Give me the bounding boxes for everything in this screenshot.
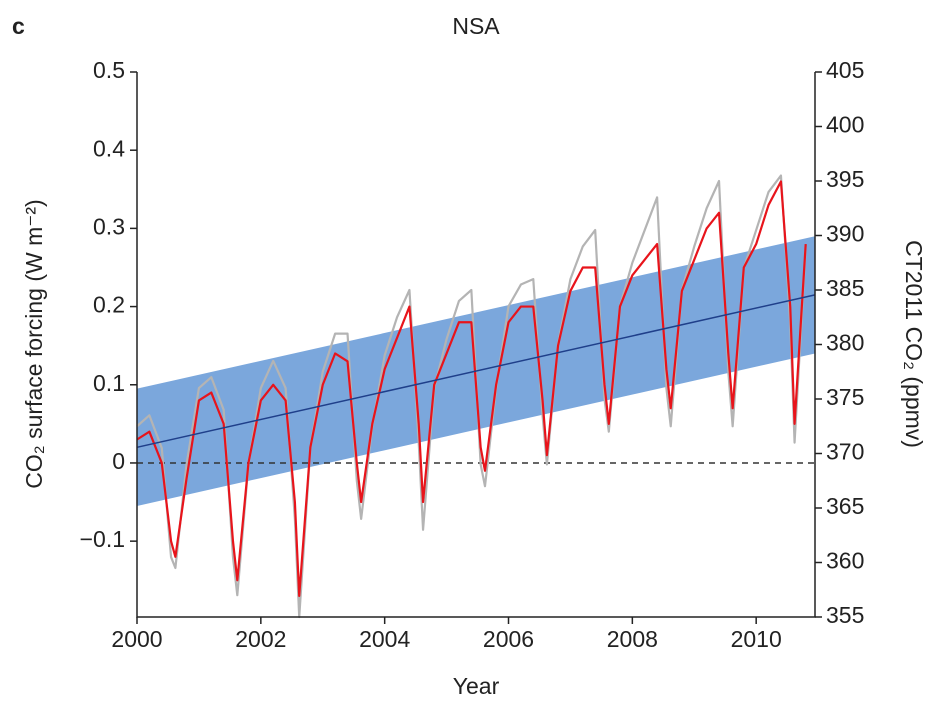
y-tick-label: 0.4 (93, 135, 125, 161)
y-axis-label: CO₂ surface forcing (W m⁻²) (21, 199, 47, 488)
y2-tick-label: 365 (826, 493, 864, 519)
data-line (136, 180, 807, 597)
x-tick-label: 2000 (111, 626, 162, 652)
y2-tick-label: 355 (826, 602, 864, 628)
y-tick-label: 0 (112, 448, 125, 474)
y2-tick-label: 400 (826, 112, 864, 138)
trend-line (136, 294, 816, 449)
chart-title: NSA (452, 13, 500, 39)
y2-tick-label: 380 (826, 330, 864, 356)
x-tick-label: 2010 (731, 626, 782, 652)
x-tick-label: 2002 (235, 626, 286, 652)
y2-tick-label: 385 (826, 275, 864, 301)
y2-tick-label: 375 (826, 384, 864, 410)
y2-tick-label: 370 (826, 439, 864, 465)
x-tick-label: 2008 (607, 626, 658, 652)
y-tick-label: −0.1 (80, 526, 125, 552)
y-tick-label: 0.3 (93, 213, 125, 239)
y2-tick-label: 360 (826, 548, 864, 574)
x-tick-label: 2006 (483, 626, 534, 652)
y-tick-label: 0.2 (93, 292, 125, 318)
x-axis-label: Year (453, 673, 500, 699)
panel-label: c (12, 13, 25, 39)
y2-axis-label: CT2011 CO₂ (ppmv) (901, 240, 927, 448)
x-tick-label: 2004 (359, 626, 410, 652)
y-tick-label: 0.5 (93, 57, 125, 83)
y2-tick-label: 405 (826, 57, 864, 83)
y2-tick-label: 390 (826, 221, 864, 247)
y-tick-label: 0.1 (93, 370, 125, 396)
y2-tick-label: 395 (826, 166, 864, 192)
